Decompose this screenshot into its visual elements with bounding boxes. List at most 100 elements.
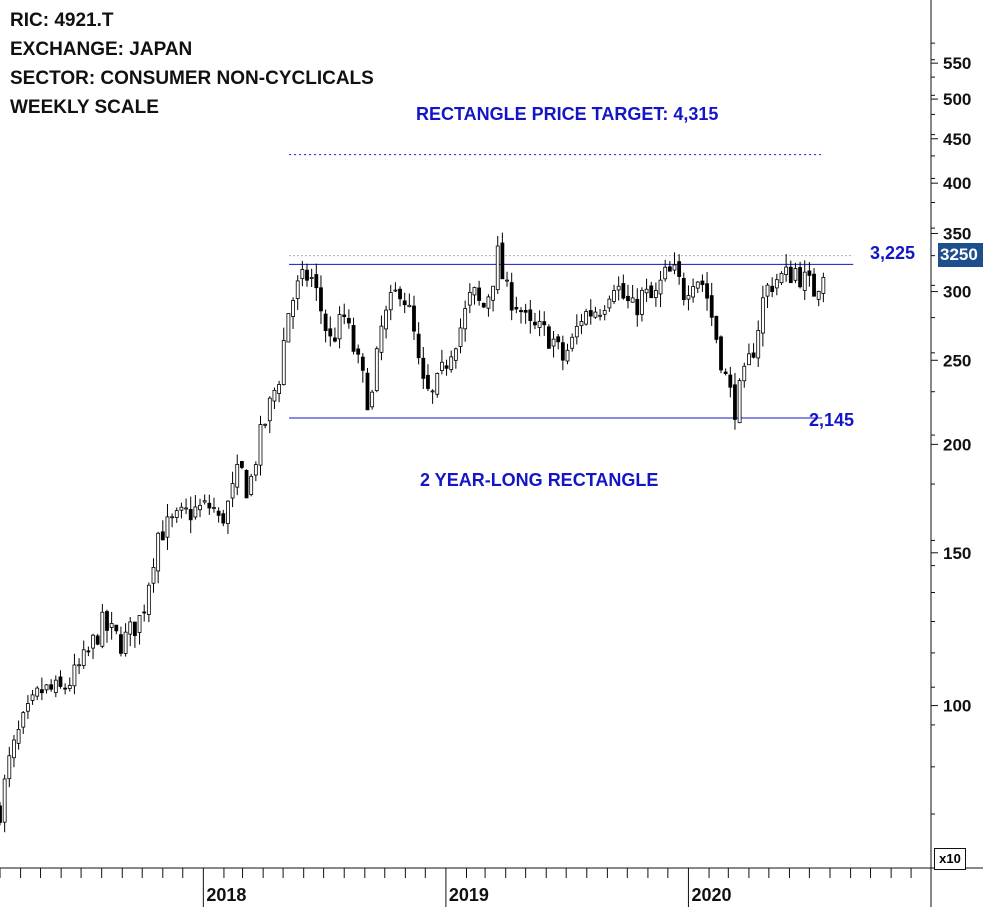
candle-body-up — [691, 286, 695, 298]
candle — [328, 316, 333, 347]
candle — [281, 327, 286, 386]
candle — [156, 531, 161, 584]
candle-body-up — [491, 285, 495, 301]
candle — [519, 307, 523, 324]
candle — [309, 268, 314, 287]
candle — [63, 683, 68, 695]
candle-body-down — [444, 365, 449, 369]
candle-body-up — [616, 285, 621, 291]
candle-body-up — [184, 507, 188, 510]
candle-body-up — [26, 703, 30, 712]
candle-body-down — [728, 374, 733, 388]
candle — [574, 314, 579, 345]
candle — [365, 367, 370, 411]
candle-body-up — [486, 296, 491, 309]
candle-body-down — [188, 509, 193, 521]
candle — [337, 306, 342, 349]
candle-body-up — [593, 311, 598, 318]
candle — [821, 272, 826, 303]
candle-body-down — [477, 287, 482, 301]
candle-body-down — [239, 461, 244, 468]
candle-body-up — [370, 391, 375, 408]
candle-body-up — [565, 349, 570, 362]
candle — [672, 252, 677, 275]
candle — [491, 285, 495, 312]
candle-body-up — [374, 348, 379, 392]
candle-body-up — [430, 390, 435, 393]
candle-body-down — [132, 621, 137, 637]
candle-body-down — [319, 287, 323, 312]
candle-body-down — [514, 307, 519, 310]
candle — [174, 507, 179, 523]
candle-body-down — [314, 274, 319, 289]
last-price-box: 3250 — [938, 243, 983, 267]
candle — [663, 259, 668, 282]
candle — [416, 322, 421, 365]
candle — [691, 278, 695, 303]
candle-body-up — [537, 320, 542, 328]
candle-body-down — [812, 273, 816, 297]
candle-body-down — [542, 321, 547, 326]
candle — [700, 274, 705, 292]
candle — [35, 686, 40, 701]
candle — [21, 710, 26, 734]
y-tick-label: 300 — [943, 283, 971, 302]
candle — [216, 507, 221, 523]
candle-body-up — [672, 264, 677, 271]
candle — [505, 271, 509, 287]
candle — [128, 617, 133, 647]
candle-body-up — [272, 389, 277, 402]
candle — [291, 297, 295, 329]
candle-body-up — [379, 325, 384, 353]
candle-body-up — [449, 356, 454, 371]
candle-body-up — [44, 684, 49, 691]
candle — [635, 288, 640, 327]
candle — [239, 460, 244, 470]
candle — [453, 347, 458, 369]
candle — [253, 461, 258, 482]
candle-body-up — [453, 348, 458, 361]
candle-body-up — [640, 290, 644, 315]
pattern-label: 2 YEAR-LONG RECTANGLE — [420, 470, 659, 490]
candle — [812, 268, 816, 297]
candle — [314, 263, 319, 301]
candle-body-up — [7, 755, 12, 780]
candle-body-up — [570, 336, 575, 349]
candle — [542, 311, 547, 336]
candle-body-up — [267, 397, 272, 422]
candle-body-down — [86, 650, 91, 653]
candle — [677, 254, 682, 285]
candle — [30, 689, 35, 705]
candle-body-up — [16, 729, 21, 744]
candle-body-down — [649, 285, 654, 299]
candle-body-down — [751, 352, 756, 358]
candle-body-down — [798, 267, 802, 288]
candle — [565, 343, 570, 365]
y-tick-label: 350 — [943, 224, 971, 243]
candle-body-up — [644, 288, 649, 294]
scale-badge: x10 — [934, 848, 966, 870]
candle — [765, 283, 770, 309]
candle — [272, 387, 277, 410]
candle — [207, 494, 212, 515]
candle — [263, 423, 268, 429]
candle-body-up — [760, 297, 765, 334]
candle-body-down — [705, 283, 709, 299]
candle — [286, 313, 291, 343]
candle — [584, 308, 589, 326]
candle — [593, 306, 598, 319]
candle — [170, 513, 175, 528]
candle — [537, 310, 542, 337]
candle-body-up — [309, 277, 314, 279]
candle — [621, 274, 626, 300]
candle-body-down — [700, 280, 705, 286]
candle — [109, 611, 114, 640]
candle-body-down — [681, 278, 686, 301]
sector-label: SECTOR: CONSUMER NON-CYCLICALS — [10, 68, 374, 89]
candle — [412, 295, 416, 340]
candle — [295, 275, 300, 310]
candle-body-up — [663, 266, 668, 280]
candle — [644, 278, 649, 302]
candle — [360, 353, 365, 383]
candle — [179, 502, 184, 519]
